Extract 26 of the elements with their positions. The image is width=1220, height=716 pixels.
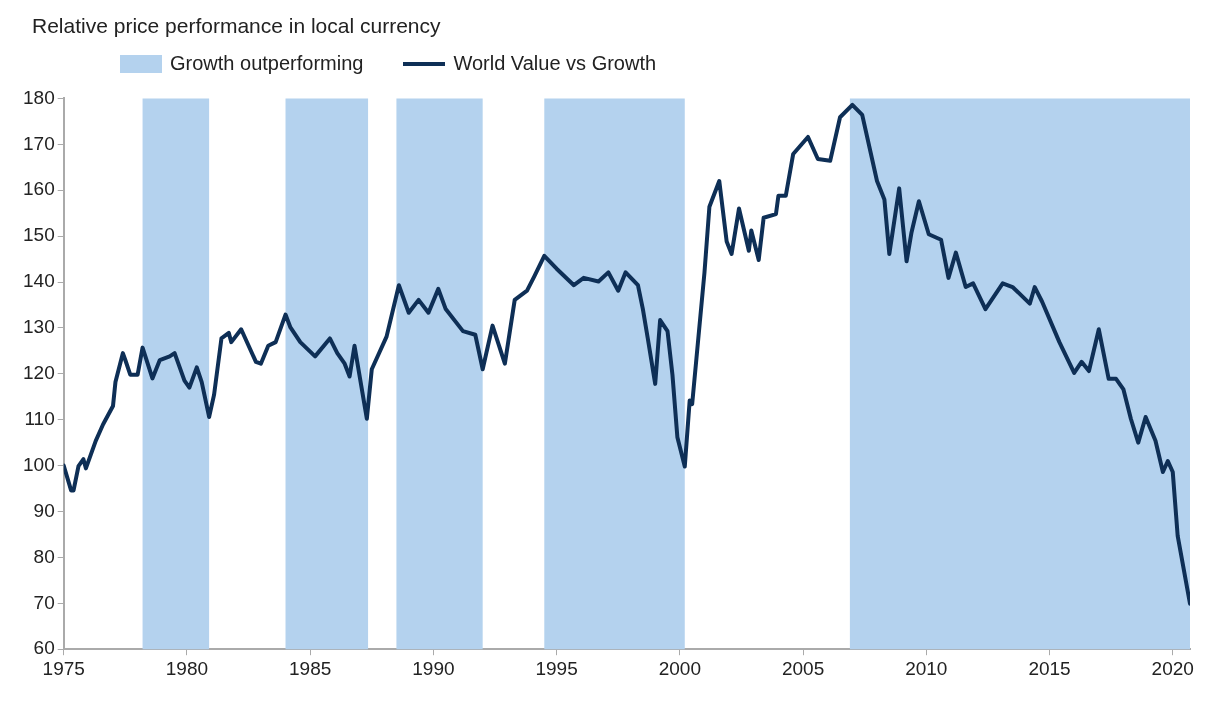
y-tick-label: 150 — [23, 224, 55, 246]
x-tick-label: 2015 — [1028, 657, 1071, 679]
x-tick-label: 1985 — [289, 657, 332, 679]
x-tick-label: 2010 — [905, 657, 948, 679]
y-tick-label: 100 — [23, 453, 55, 475]
x-tick-label: 1990 — [412, 657, 455, 679]
y-tick-label: 180 — [23, 86, 55, 108]
y-tick-label: 90 — [33, 499, 55, 521]
x-tick-label: 1995 — [535, 657, 578, 679]
y-tick-label: 160 — [23, 178, 55, 200]
legend-label: Growth outperforming — [170, 52, 364, 75]
chart-title: Relative price performance in local currency — [32, 14, 441, 38]
x-tick-label: 1975 — [42, 657, 85, 679]
x-tick-label: 2020 — [1151, 657, 1194, 679]
x-tick-label: 2000 — [658, 657, 701, 679]
y-tick-label: 130 — [23, 316, 55, 338]
x-tick-label: 2005 — [781, 657, 825, 679]
x-tick-label: 1980 — [165, 657, 209, 679]
y-tick-label: 120 — [23, 362, 55, 384]
legend-label: World Value vs Growth — [453, 52, 657, 75]
y-tick-label: 170 — [23, 132, 55, 154]
y-tick-label: 60 — [33, 637, 55, 659]
y-tick-label: 110 — [24, 407, 55, 429]
y-tick-label: 80 — [33, 545, 55, 567]
y-tick-label: 70 — [33, 591, 55, 613]
y-tick-label: 140 — [23, 270, 55, 292]
